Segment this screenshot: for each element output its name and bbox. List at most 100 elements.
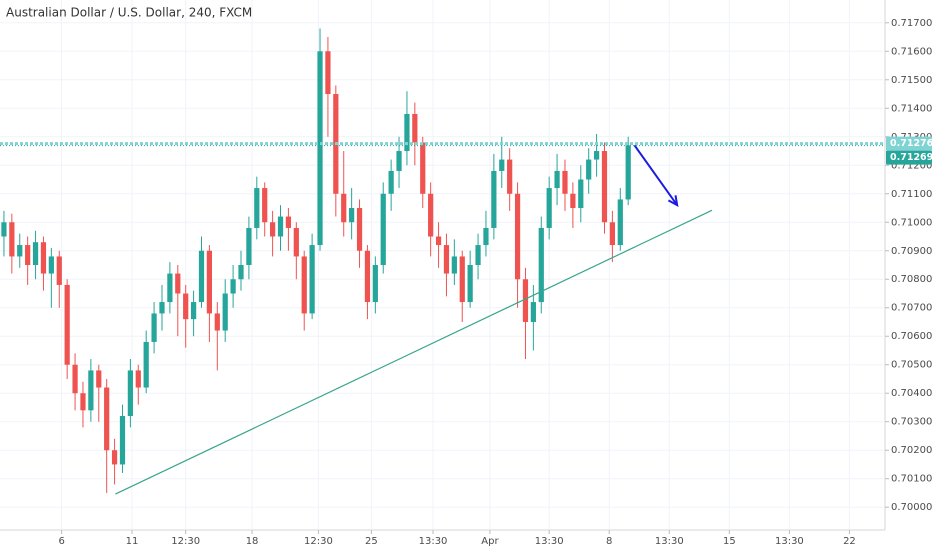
- candle-body: [514, 193, 521, 280]
- candle-body: [364, 250, 371, 303]
- price-label-box: [886, 136, 932, 151]
- y-tick-label: 0.70600: [891, 331, 932, 342]
- candle-body: [412, 113, 418, 143]
- candle-body: [380, 193, 386, 265]
- candle-body: [183, 293, 189, 320]
- candle-body: [301, 256, 307, 314]
- x-tick-label: 13:30: [655, 536, 684, 547]
- candle-body: [222, 293, 228, 331]
- candle-body: [25, 245, 31, 265]
- y-tick-label: 0.70400: [891, 388, 932, 399]
- candle-body: [538, 227, 544, 303]
- candle-body: [9, 222, 15, 257]
- candle-body: [530, 302, 536, 322]
- x-tick-label: 22: [843, 536, 856, 547]
- candle-body: [254, 188, 260, 228]
- candle-body: [507, 159, 513, 194]
- y-tick-label: 0.70000: [891, 502, 932, 513]
- candle-body: [309, 245, 315, 314]
- price-label: 0.71276: [890, 138, 932, 149]
- candle-body: [617, 199, 623, 246]
- y-tick-label: 0.70900: [891, 246, 932, 257]
- x-tick-label: 11: [126, 536, 139, 547]
- candle-body: [88, 370, 94, 411]
- y-tick-label: 0.70200: [891, 445, 932, 456]
- candle-body: [238, 265, 244, 280]
- x-tick-label: 8: [606, 536, 612, 547]
- candle-body: [230, 279, 236, 294]
- candle-body: [48, 256, 54, 274]
- chart-title: Australian Dollar / U.S. Dollar, 240, FX…: [6, 6, 252, 20]
- y-tick-label: 0.71100: [891, 189, 932, 200]
- x-tick-label: 12:30: [304, 536, 333, 547]
- candle-body: [214, 313, 220, 331]
- candle-body: [104, 387, 110, 451]
- candle-body: [467, 265, 473, 303]
- x-tick-label: 12:30: [171, 536, 200, 547]
- candle-body: [198, 250, 205, 303]
- candle-body: [317, 51, 323, 246]
- x-tick-label: Apr: [481, 536, 499, 547]
- y-tick-label: 0.71500: [891, 75, 932, 86]
- y-tick-label: 0.71600: [891, 46, 932, 57]
- candle-body: [443, 245, 450, 274]
- candle-body: [522, 279, 529, 322]
- y-tick-label: 0.71400: [891, 103, 932, 114]
- candle-body: [277, 216, 284, 237]
- candle-body: [270, 222, 276, 237]
- candle-body: [96, 370, 102, 388]
- grid: [0, 0, 885, 530]
- candle-body: [356, 208, 363, 251]
- candle-body: [1, 222, 7, 237]
- candle-body: [167, 273, 173, 303]
- candle-body: [151, 313, 157, 342]
- candle-body: [285, 216, 292, 228]
- candle-body: [570, 193, 576, 209]
- candle-body: [349, 208, 355, 223]
- y-tick-label: 0.70300: [891, 417, 932, 428]
- candle-body: [40, 242, 47, 274]
- candle-body: [175, 273, 181, 294]
- candle-body: [325, 51, 331, 95]
- candle-body: [159, 302, 165, 314]
- y-tick-label: 0.70700: [891, 303, 932, 314]
- y-tick-label: 0.71000: [891, 217, 932, 228]
- axes: 0.70000 0.70100 0.70200 0.70300 0.70400 0.705…: [58, 18, 932, 547]
- x-tick-label: 25: [365, 536, 378, 547]
- y-tick-label: 0.71200: [891, 160, 932, 171]
- candle-body: [293, 227, 299, 257]
- candle-body: [72, 364, 78, 394]
- trend-line: [115, 209, 713, 495]
- y-tick-label: 0.71700: [891, 18, 932, 29]
- y-tick-label: 0.70800: [891, 274, 932, 285]
- arrow-line: [633, 144, 678, 206]
- candle-body: [562, 170, 568, 194]
- price-label-box: [886, 150, 932, 165]
- candle-body: [372, 265, 378, 303]
- x-tick-label: 18: [246, 536, 259, 547]
- candle-body: [32, 242, 39, 265]
- x-tick-label: 13:30: [535, 536, 564, 547]
- candle-body: [428, 193, 434, 237]
- candle-body: [206, 250, 213, 314]
- candle-body: [388, 170, 394, 194]
- candle-body: [119, 416, 126, 465]
- candle-body: [491, 170, 497, 228]
- y-tick-label: 0.70500: [891, 360, 932, 371]
- candle-body: [80, 393, 86, 411]
- candle-body: [246, 227, 252, 265]
- candle-body: [459, 256, 465, 303]
- candle-body: [404, 113, 410, 152]
- candle-body: [483, 227, 489, 246]
- candle-body: [135, 370, 141, 388]
- candle-body: [475, 245, 481, 265]
- candle-body: [625, 145, 631, 200]
- candle-body: [586, 159, 592, 180]
- candle-body: [546, 188, 552, 228]
- candle-body: [341, 193, 347, 223]
- x-tick-label: 6: [58, 536, 64, 547]
- y-tick-label: 0.70100: [891, 474, 932, 485]
- candle-body: [435, 236, 442, 246]
